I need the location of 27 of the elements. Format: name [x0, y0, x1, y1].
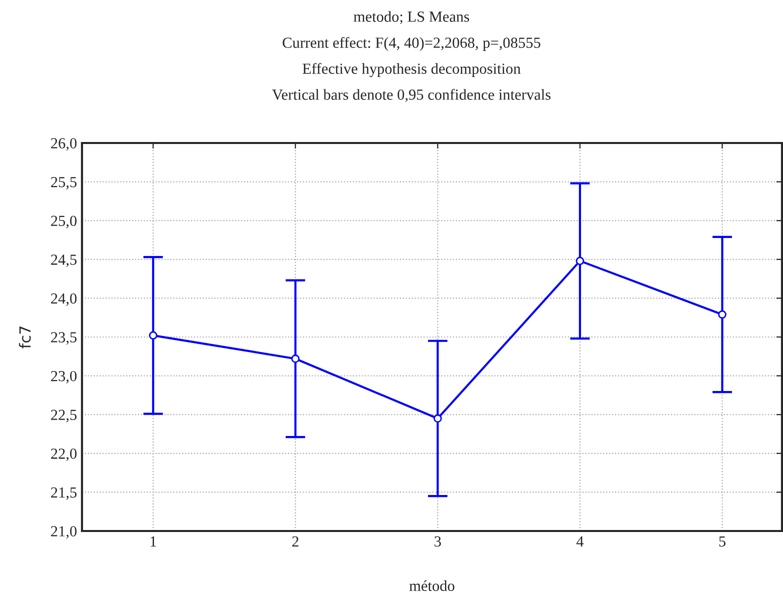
- y-tick-label: 25,0: [51, 216, 77, 228]
- x-tick-label: 3: [434, 536, 441, 547]
- text: Effective hypothesis decomposition: [302, 62, 521, 78]
- y-axis-title: fc7: [18, 326, 31, 348]
- y-tick-label: 23,0: [51, 370, 77, 384]
- y-tick-label: 22,0: [51, 448, 77, 462]
- x-tick-label: 1: [150, 536, 156, 546]
- y-tick-label: 23,5: [51, 332, 77, 345]
- x-tick-label: 4: [576, 536, 584, 546]
- y-tick-label: 26,0: [51, 138, 77, 151]
- point: [576, 256, 584, 266]
- y-tick-label: 21,5: [51, 487, 77, 500]
- point: [434, 414, 442, 423]
- y-tick-label: 24,5: [51, 254, 77, 268]
- y-tick-label: 25,5: [51, 176, 77, 190]
- point: [148, 331, 158, 340]
- chart-subtitle: Current effect: F(4, 40)=2,2068, p=,08555: [282, 36, 540, 52]
- x-tick-label: 5: [719, 536, 726, 547]
- y-tick-label: 22,5: [51, 410, 77, 422]
- y-tick-label: 24,0: [51, 293, 77, 306]
- text: Vertical bars denote 0,95 confidence intervals: [272, 88, 551, 102]
- point: [718, 310, 726, 319]
- chart-title: metodo; LS Means: [354, 11, 470, 24]
- point: [291, 354, 300, 363]
- y-tick-label: 21,0: [51, 526, 77, 539]
- x-axis-title: método: [409, 580, 454, 592]
- x-tick-label: 2: [292, 536, 298, 546]
